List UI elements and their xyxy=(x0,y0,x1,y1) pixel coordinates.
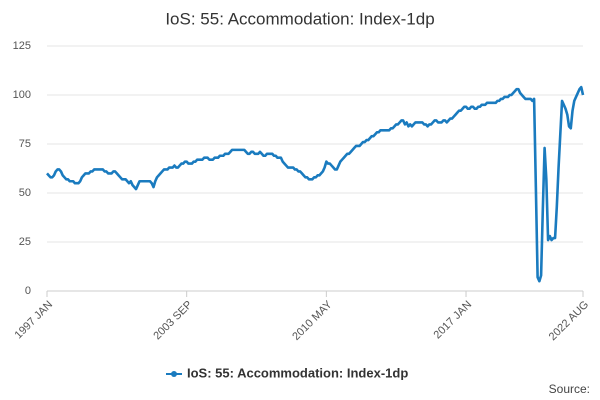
series-line xyxy=(46,85,585,283)
y-tick-label: 100 xyxy=(13,89,31,101)
x-tick-label: 2017 JAN xyxy=(432,299,475,342)
x-tick-label: 1997 JAN xyxy=(13,299,56,342)
x-tick-label: 2010 MAY xyxy=(290,298,335,343)
y-tick-label: 0 xyxy=(25,285,31,297)
chart-title: IoS: 55: Accommodation: Index-1dp xyxy=(165,9,434,28)
x-tick-label: 2003 SEP xyxy=(151,299,195,343)
y-tick-label: 25 xyxy=(19,236,31,248)
legend-label: IoS: 55: Accommodation: Index-1dp xyxy=(187,365,408,380)
x-tick-label: 2022 AUG xyxy=(547,299,591,343)
y-tick-label: 75 xyxy=(19,138,31,150)
legend-marker xyxy=(171,371,177,377)
y-tick-label: 125 xyxy=(13,40,31,52)
y-tick-label: 50 xyxy=(19,187,31,199)
source: Source: xyxy=(549,382,590,396)
